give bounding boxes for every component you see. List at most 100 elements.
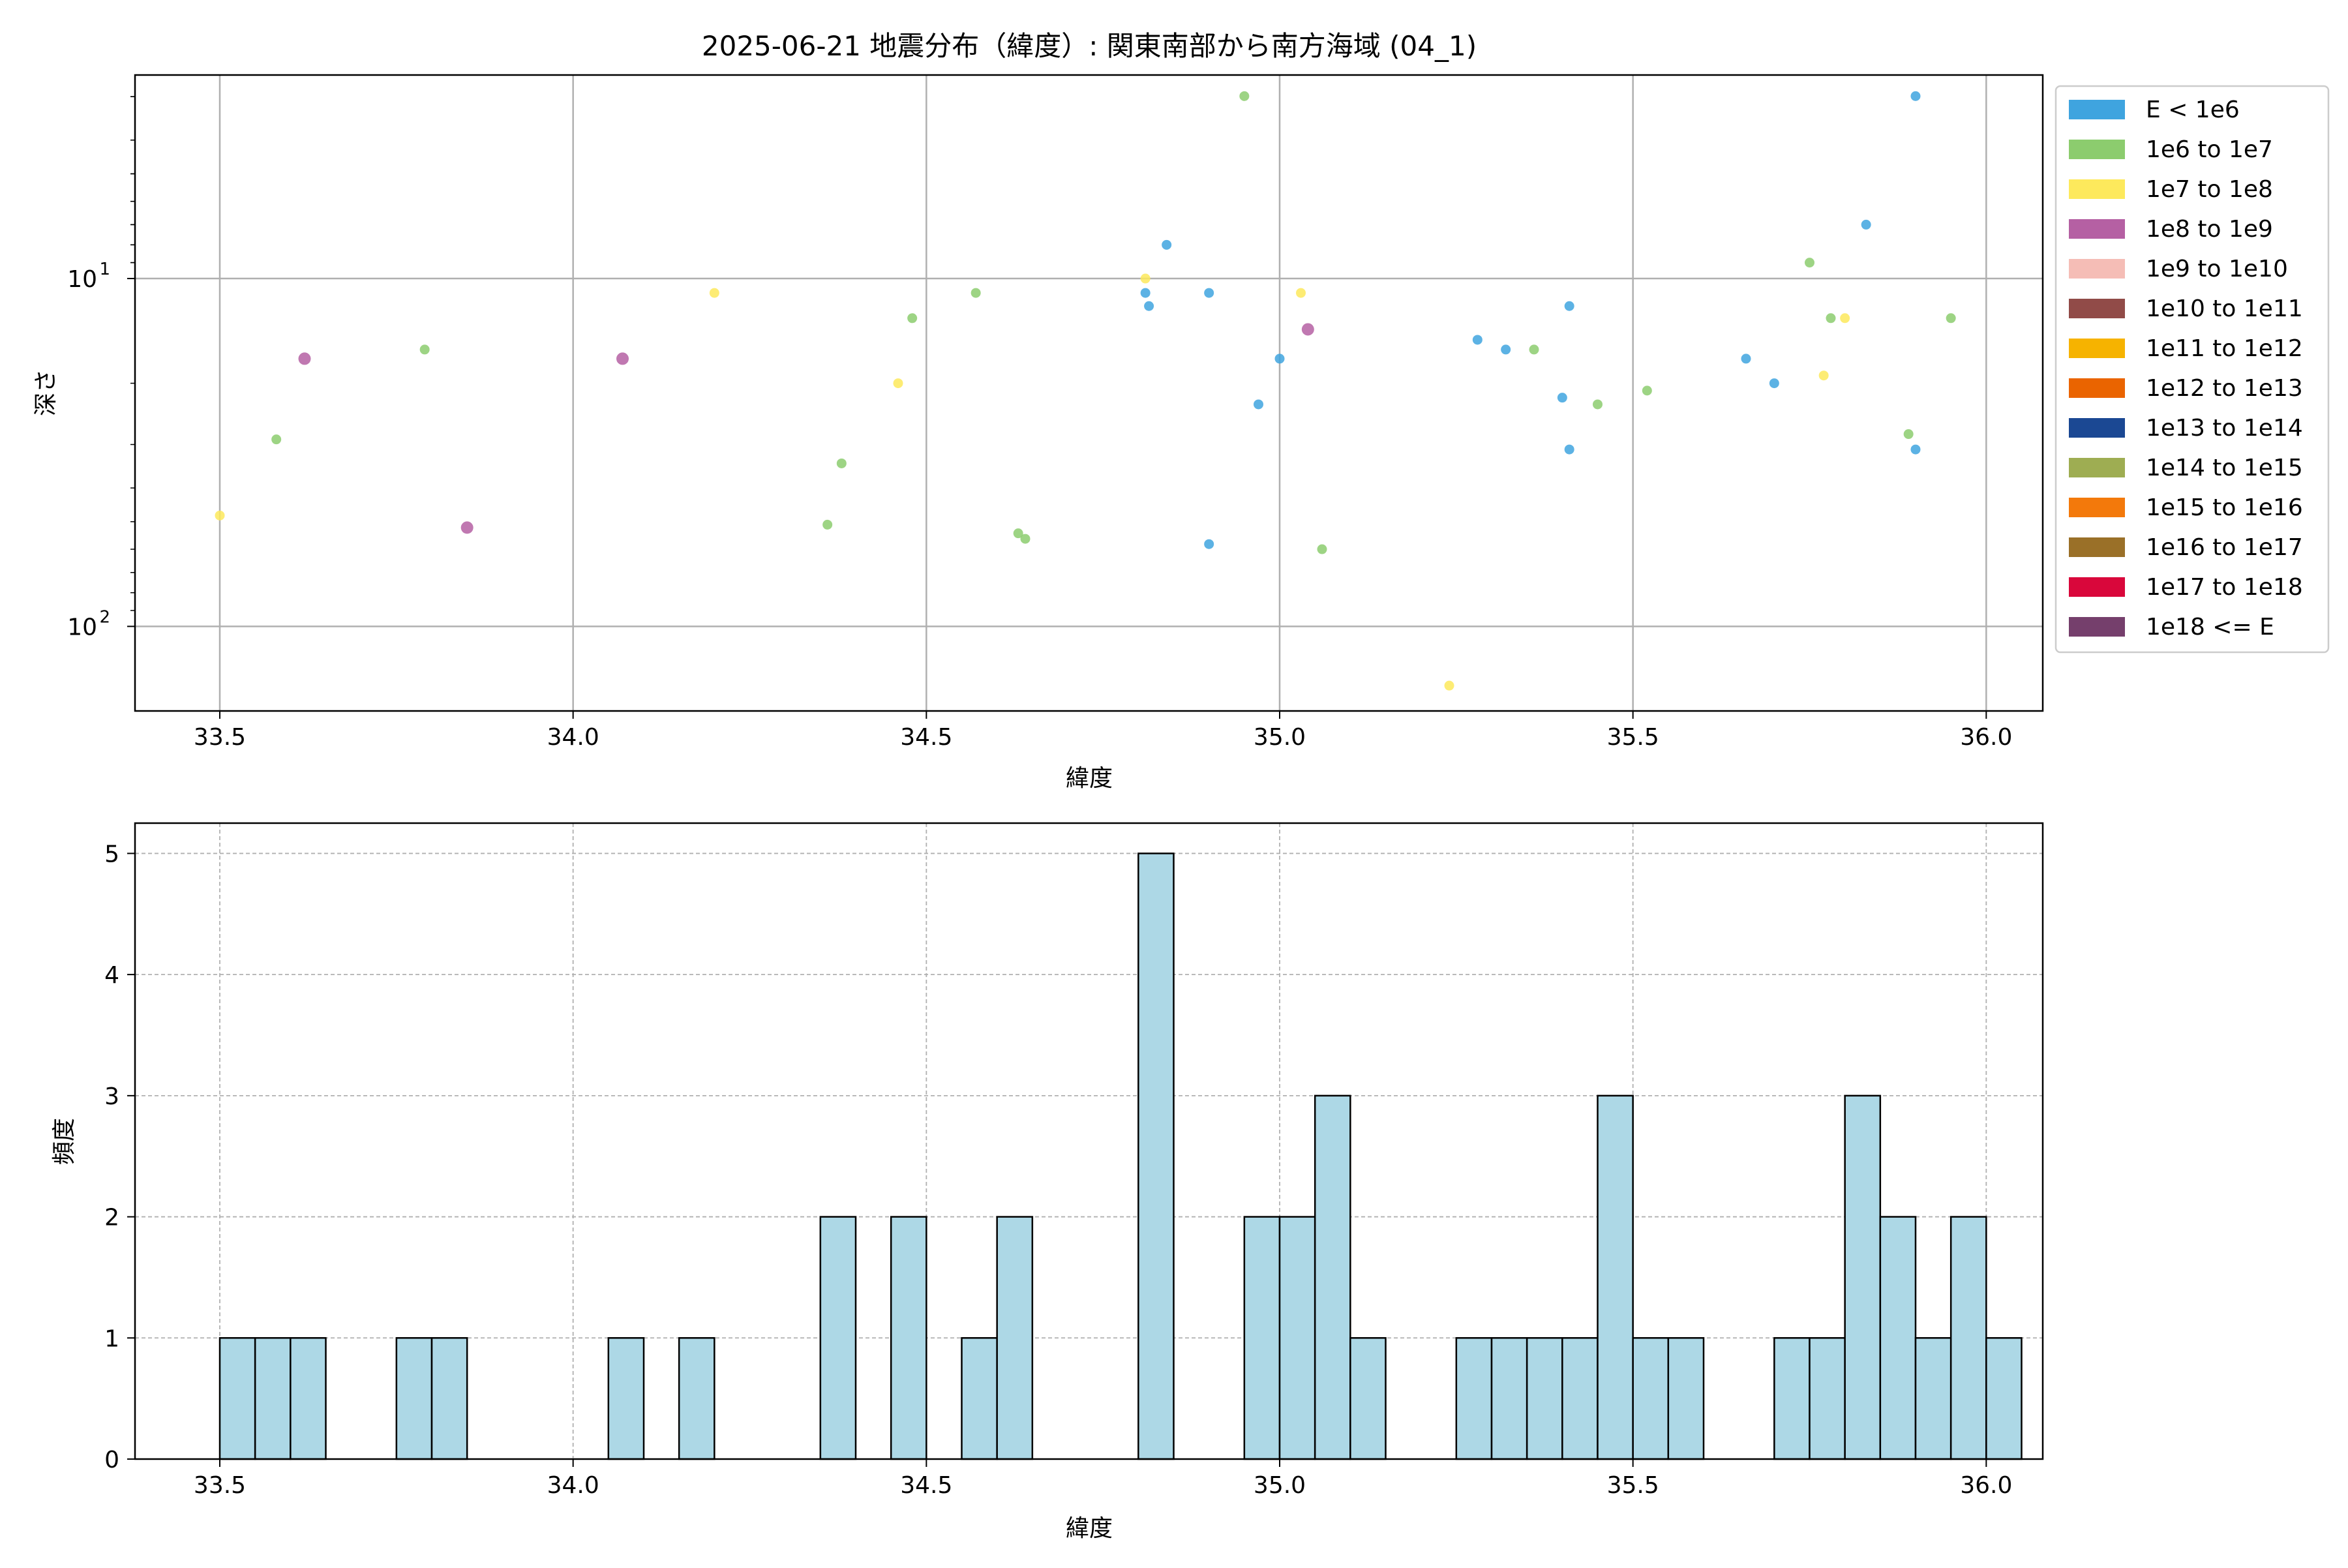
scatter-point bbox=[1204, 288, 1214, 298]
scatter-point bbox=[616, 352, 629, 365]
legend-label: 1e10 to 1e11 bbox=[2146, 295, 2303, 322]
legend-swatch bbox=[2069, 339, 2125, 358]
scatter-x-ticks: 33.5 34.0 34.5 35.0 35.5 36.0 bbox=[194, 711, 2012, 751]
scatter-point bbox=[1946, 313, 1956, 324]
histogram-x-ticks: 33.5 34.0 34.5 35.0 35.5 36.0 bbox=[194, 1459, 2012, 1499]
histogram-x-tick-label: 35.0 bbox=[1254, 1472, 1306, 1499]
legend-swatch bbox=[2069, 140, 2125, 159]
histogram-y-tick-label: 2 bbox=[104, 1205, 119, 1231]
legend-swatch bbox=[2069, 299, 2125, 318]
histogram-y-tick-label: 1 bbox=[104, 1325, 119, 1352]
scatter-point bbox=[1274, 354, 1285, 364]
histogram-bar bbox=[1243, 1216, 1281, 1460]
scatter-point bbox=[271, 434, 282, 445]
histogram-y-tick-label: 3 bbox=[104, 1083, 119, 1110]
legend-swatch bbox=[2069, 498, 2125, 517]
scatter-point bbox=[1840, 313, 1850, 324]
scatter-point bbox=[1472, 335, 1483, 345]
scatter-point bbox=[1140, 273, 1151, 284]
legend-label: 1e11 to 1e12 bbox=[2146, 335, 2303, 362]
scatter-point bbox=[1910, 444, 1921, 455]
histogram-bar bbox=[290, 1337, 327, 1460]
histogram-bar bbox=[819, 1216, 857, 1460]
scatter-point bbox=[836, 458, 847, 468]
histogram-bar bbox=[1949, 1216, 1987, 1460]
histogram-bar bbox=[1879, 1216, 1917, 1460]
scatter-y-tick-label: 10 bbox=[67, 266, 97, 293]
histogram-bar bbox=[1455, 1337, 1493, 1460]
legend-label: 1e15 to 1e16 bbox=[2146, 494, 2303, 521]
scatter-x-tick-label: 34.0 bbox=[547, 724, 599, 751]
histogram-bar bbox=[890, 1216, 927, 1460]
scatter-points bbox=[215, 91, 1956, 691]
legend-swatch bbox=[2069, 100, 2125, 119]
histogram-bar bbox=[961, 1337, 998, 1460]
legend-label: 1e17 to 1e18 bbox=[2146, 574, 2303, 601]
histogram-bar bbox=[395, 1337, 433, 1460]
scatter-x-tick-label: 33.5 bbox=[194, 724, 246, 751]
histogram-x-tick-label: 35.5 bbox=[1607, 1472, 1659, 1499]
legend-items: E < 1e6 1e6 to 1e7 1e7 to 1e8 1e8 to 1e9 1e9… bbox=[2069, 97, 2303, 641]
legend-label: 1e9 to 1e10 bbox=[2146, 256, 2288, 282]
histogram-x-tick-label: 34.5 bbox=[900, 1472, 952, 1499]
scatter-point bbox=[1317, 544, 1327, 554]
histogram-bar bbox=[996, 1216, 1034, 1460]
scatter-point bbox=[1826, 313, 1836, 324]
legend-swatch bbox=[2069, 458, 2125, 477]
scatter-point bbox=[907, 313, 918, 324]
histogram-panel: 33.5 34.0 34.5 35.0 35.5 36.0 0 1 2 3 4 5 緯度 頻度 bbox=[51, 822, 2044, 1542]
legend-label: 1e7 to 1e8 bbox=[2146, 176, 2273, 203]
legend-label: 1e16 to 1e17 bbox=[2146, 534, 2303, 561]
histogram-bar bbox=[1844, 1094, 1882, 1460]
histogram-bar bbox=[1667, 1337, 1705, 1460]
legend-swatch bbox=[2069, 219, 2125, 239]
legend-label: 1e6 to 1e7 bbox=[2146, 136, 2273, 163]
legend-label: E < 1e6 bbox=[2146, 97, 2240, 123]
scatter-point bbox=[298, 352, 311, 365]
legend-swatch bbox=[2069, 378, 2125, 398]
scatter-y-label: 深さ bbox=[33, 369, 59, 416]
scatter-point bbox=[822, 519, 833, 530]
scatter-x-tick-label: 35.0 bbox=[1254, 724, 1306, 751]
scatter-point bbox=[1564, 444, 1574, 455]
histogram-bar bbox=[678, 1337, 715, 1460]
scatter-point bbox=[1162, 239, 1172, 250]
histogram-bar bbox=[1137, 852, 1175, 1460]
scatter-point bbox=[419, 344, 430, 355]
histogram-bar bbox=[1632, 1337, 1670, 1460]
histogram-y-ticks: 0 1 2 3 4 5 bbox=[104, 841, 135, 1473]
scatter-x-tick-label: 36.0 bbox=[1960, 724, 2012, 751]
scatter-point bbox=[1818, 370, 1829, 381]
legend-swatch bbox=[2069, 418, 2125, 438]
scatter-point bbox=[1910, 91, 1921, 101]
scatter-point bbox=[215, 510, 225, 520]
scatter-x-label: 緯度 bbox=[1066, 765, 1113, 792]
scatter-point bbox=[1593, 399, 1603, 410]
scatter-y-tick-exponent: 1 bbox=[99, 260, 110, 279]
scatter-point bbox=[1020, 534, 1031, 544]
histogram-y-tick-label: 0 bbox=[104, 1447, 119, 1473]
histogram-bar bbox=[1773, 1337, 1811, 1460]
legend-swatch bbox=[2069, 577, 2125, 597]
histogram-bar bbox=[1561, 1337, 1599, 1460]
scatter-y-tick-label: 10 bbox=[67, 614, 97, 641]
histogram-bar bbox=[1597, 1094, 1634, 1460]
scatter-point bbox=[1254, 399, 1263, 410]
scatter-point bbox=[1642, 385, 1652, 396]
scatter-point bbox=[460, 521, 474, 534]
histogram-bar bbox=[1278, 1216, 1316, 1460]
scatter-point bbox=[709, 288, 719, 298]
histogram-bar bbox=[1809, 1337, 1846, 1460]
histogram-x-tick-label: 36.0 bbox=[1960, 1472, 2012, 1499]
histogram-x-tick-label: 34.0 bbox=[547, 1472, 599, 1499]
histogram-bar bbox=[430, 1337, 468, 1460]
legend-label: 1e14 to 1e15 bbox=[2146, 455, 2303, 481]
legend-swatch bbox=[2069, 617, 2125, 637]
histogram-bars bbox=[218, 852, 2023, 1460]
legend-label: 1e8 to 1e9 bbox=[2146, 216, 2273, 243]
scatter-point bbox=[1301, 323, 1314, 336]
histogram-bar bbox=[1526, 1337, 1563, 1460]
